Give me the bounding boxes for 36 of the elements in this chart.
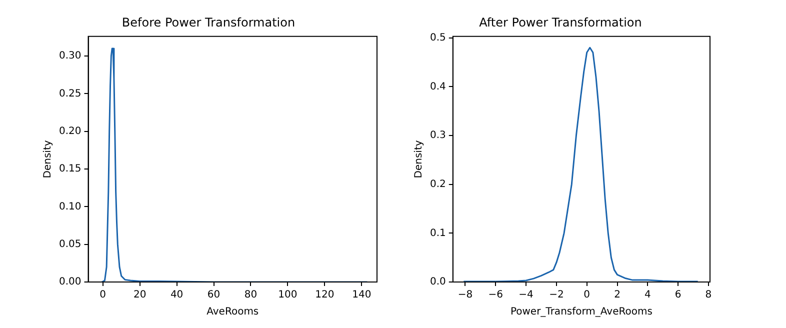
y-tick-label: 0.0 (430, 276, 446, 288)
y-tick-label: 0.2 (430, 178, 446, 190)
x-tick-label: 2 (614, 290, 620, 301)
y-tick-label: 0.15 (59, 164, 82, 175)
x-tick-label: 60 (207, 290, 220, 301)
x-tick-label: 100 (278, 290, 298, 301)
chart-title: Before Power Transformation (122, 15, 296, 30)
x-tick-label: −4 (518, 290, 534, 301)
x-tick-label: −8 (458, 290, 473, 301)
x-tick-label: 80 (244, 290, 258, 301)
x-tick-label: 0 (584, 290, 590, 301)
x-axis-title: Power_Transform_AveRooms (510, 306, 652, 318)
y-tick-label: 0.00 (59, 276, 82, 288)
x-tick-label: 8 (705, 290, 712, 301)
y-tick-label: 0.25 (59, 88, 82, 100)
y-axis-title: Density (42, 140, 54, 178)
x-tick-label: −6 (488, 290, 503, 301)
y-tick-label: 0.05 (59, 238, 82, 250)
y-tick-label: 0.1 (430, 228, 446, 239)
y-tick-label: 0.3 (430, 130, 446, 142)
x-tick-label: 0 (100, 290, 106, 301)
y-tick-label: 0.20 (59, 126, 82, 137)
x-tick-label: 40 (170, 290, 184, 301)
y-tick-label: 0.30 (59, 50, 82, 62)
x-tick-label: −2 (549, 290, 564, 301)
x-axis-title: AveRooms (206, 306, 259, 318)
y-tick-label: 0.10 (59, 201, 82, 212)
y-tick-label: 0.5 (430, 32, 446, 44)
x-tick-label: 140 (352, 290, 372, 301)
y-axis-title: Density (414, 140, 425, 178)
x-tick-label: 6 (674, 290, 682, 301)
x-tick-label: 20 (133, 290, 146, 301)
x-tick-label: 4 (644, 290, 651, 301)
y-tick-label: 0.4 (430, 81, 446, 92)
x-tick-label: 120 (315, 290, 334, 301)
chart-title: After Power Transformation (479, 15, 642, 30)
